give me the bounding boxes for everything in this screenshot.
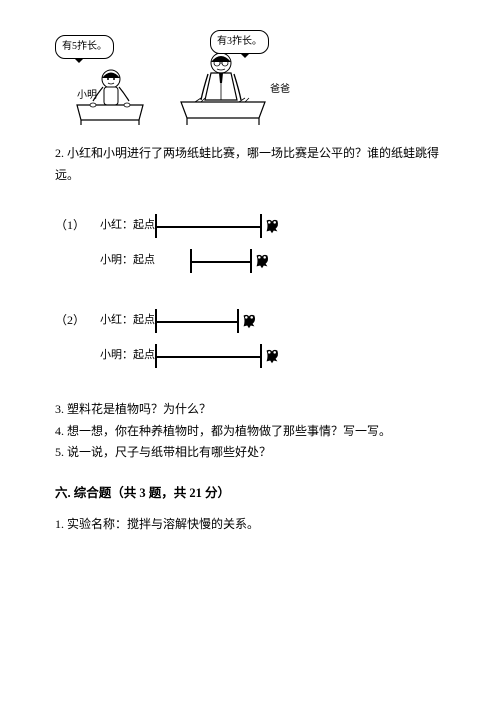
speech-bubble-left: 有5拃长。	[55, 35, 114, 59]
marker-2: （2）	[55, 310, 85, 332]
question-4: 4. 想一想，你在种养植物时，都为植物做了那些事情？写一写。	[55, 421, 445, 443]
comp1-label1: 小红：起点	[85, 216, 155, 236]
question-list: 3. 塑料花是植物吗？为什么？ 4. 想一想，你在种养植物时，都为植物做了那些事…	[55, 399, 445, 464]
comp1-row1: （1） 小红：起点	[55, 211, 445, 241]
label-xiaoming: 小明	[77, 87, 97, 105]
label-baba: 爸爸	[270, 81, 290, 99]
comp2-label2: 小明：起点	[85, 346, 155, 366]
illustration-block: 有5拃长。 有3拃长。 小明	[55, 30, 445, 125]
question-5: 5. 说一说，尺子与纸带相比有哪些好处？	[55, 442, 445, 464]
question-3: 3. 塑料花是植物吗？为什么？	[55, 399, 445, 421]
comp2-label1: 小红：起点	[85, 311, 155, 331]
comparison-1: （1） 小红：起点 小明：起点	[55, 211, 445, 276]
comp1-row2: 小明：起点	[55, 246, 445, 276]
page-content: 有5拃长。 有3拃长。 小明	[0, 0, 500, 566]
section6-q1: 1. 实验名称：搅拌与溶解快慢的关系。	[55, 514, 445, 536]
frog-icon	[240, 312, 258, 330]
question-2: 2. 小红和小明进行了两场纸蛙比赛，哪一场比赛是公平的？谁的纸蛙跳得远。 （1）…	[55, 143, 445, 371]
section-6-title: 六. 综合题（共 3 题，共 21 分）	[55, 482, 445, 505]
comp2-row2: 小明：起点	[55, 341, 445, 371]
comp1-label2: 小明：起点	[85, 251, 155, 271]
q2-text: 2. 小红和小明进行了两场纸蛙比赛，哪一场比赛是公平的？谁的纸蛙跳得远。	[55, 143, 445, 186]
speech-bubble-right: 有3拃长。	[210, 30, 269, 54]
frog-icon	[253, 252, 271, 270]
comp2-row1: （2） 小红：起点	[55, 306, 445, 336]
comparison-2: （2） 小红：起点 小明：起点	[55, 306, 445, 371]
dad-drawing	[173, 50, 273, 125]
frog-icon	[263, 347, 281, 365]
marker-1: （1）	[55, 215, 85, 237]
frog-icon	[263, 217, 281, 235]
